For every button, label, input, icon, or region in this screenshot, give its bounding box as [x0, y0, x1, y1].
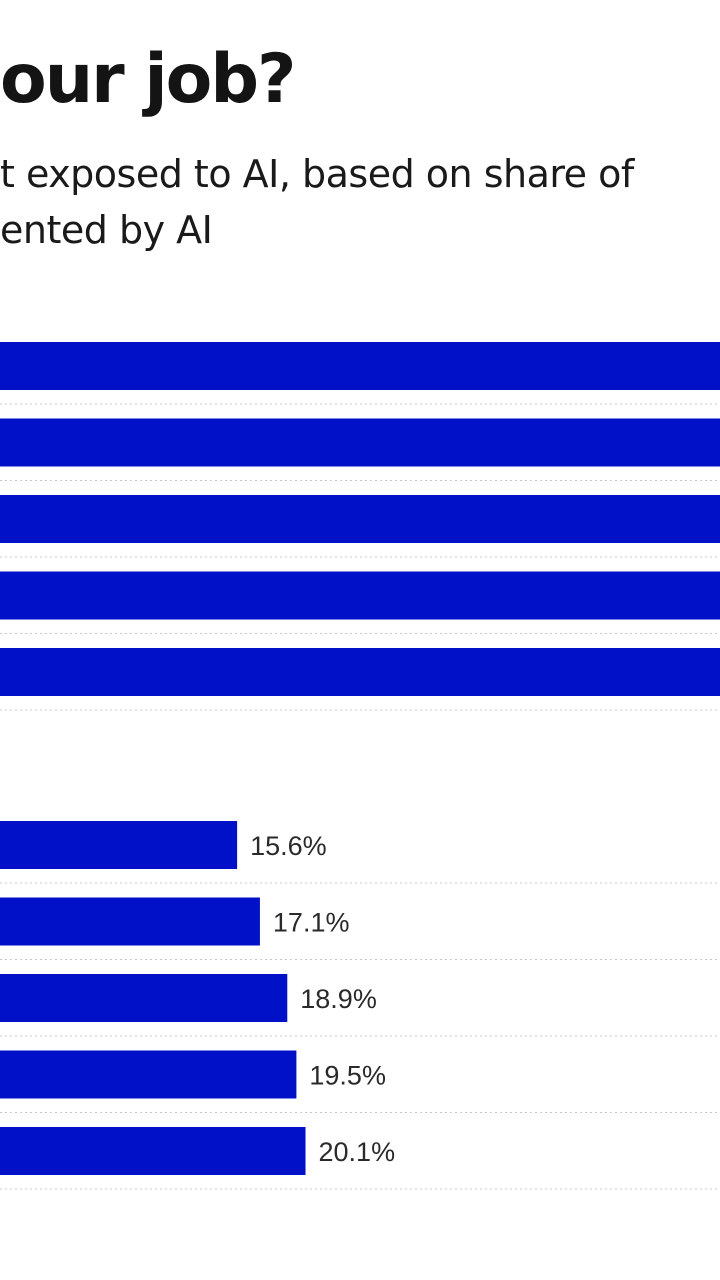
- bar-lower-5: [0, 1127, 306, 1175]
- data-label: 20.1%: [319, 1137, 396, 1167]
- bar-upper-4: [0, 571, 720, 620]
- data-label: 15.6%: [250, 831, 327, 861]
- chart-subtitle-line-1: t exposed to AI, based on share of: [0, 152, 634, 196]
- bar-upper-2: [0, 418, 720, 467]
- bar-lower-4: [0, 1050, 297, 1099]
- chart-subtitle-line-2: ented by AI: [0, 208, 213, 252]
- bar-upper-1: [0, 342, 720, 390]
- bar-lower-1: [0, 821, 238, 869]
- data-label: 17.1%: [273, 908, 350, 938]
- bar-upper-3: [0, 495, 720, 543]
- data-label: 18.9%: [300, 984, 377, 1014]
- data-label: 19.5%: [309, 1061, 386, 1091]
- bar-lower-3: [0, 974, 288, 1022]
- bar-lower-2: [0, 897, 260, 946]
- bar-upper-5: [0, 648, 720, 696]
- chart-title: our job?: [0, 40, 296, 119]
